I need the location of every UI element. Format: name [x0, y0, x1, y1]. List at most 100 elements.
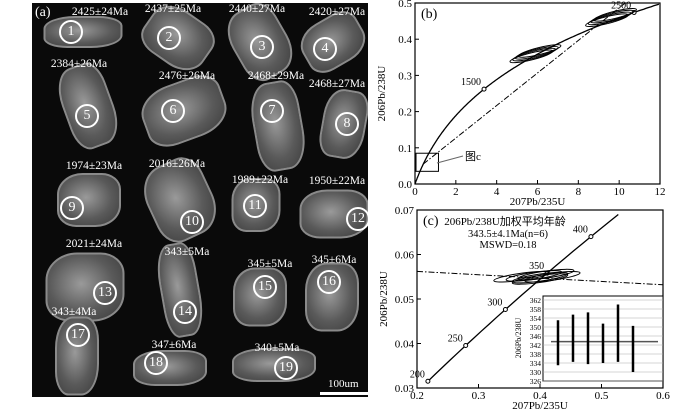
weighted-mean-title: 206Pb/238U加权平均年龄 [444, 214, 566, 228]
inset-tick-label: 350 [530, 323, 542, 332]
y-tick-label: 0.1 [398, 143, 412, 155]
y-tick-label: 0.07 [395, 205, 415, 217]
spot-age: 1989±22Ma [231, 174, 289, 186]
x-tick-label: 8 [576, 186, 582, 198]
x-tick-label: 2 [453, 186, 459, 198]
inset-tick-label: 362 [530, 296, 542, 305]
spot-age: 347±6Ma [151, 339, 197, 351]
x-tick-label: 4 [494, 186, 500, 198]
zircon-grain [133, 350, 207, 386]
spot-number: 11 [243, 194, 267, 218]
spot-age: 2476±26Ma [158, 70, 216, 82]
spot-number: 9 [60, 196, 84, 220]
concordia-age-label: 200 [410, 369, 425, 380]
spot-age: 2420±27Ma [308, 6, 366, 18]
spot-age: 2437±25Ma [144, 3, 202, 15]
spot-number: 8 [335, 112, 359, 136]
spot-age: 2440±27Ma [228, 3, 286, 15]
spot-number: 16 [317, 270, 341, 294]
concordia-age-marker [502, 307, 508, 313]
spot-age: 2016±26Ma [148, 158, 206, 170]
spot-age: 1950±22Ma [308, 175, 366, 187]
scale-bar [320, 392, 368, 395]
x-axis-label: 207Pb/235U [512, 400, 568, 409]
spot-number: 6 [161, 99, 185, 123]
spot-number: 10 [180, 210, 204, 234]
concordia-age-marker [463, 343, 469, 349]
concordia-age-marker [481, 86, 487, 92]
inset-y-label: 206Pb/238U [514, 318, 523, 359]
spot-age: 1974±23Ma [65, 160, 123, 172]
spot-number: 19 [274, 356, 298, 380]
data-ellipse [590, 9, 635, 24]
spot-number: 17 [66, 323, 90, 347]
weighted-mean-age: 343.5±4.1Ma(n=6) [468, 229, 548, 240]
concordia-curve [414, 3, 660, 185]
annotation-arrow [436, 155, 464, 164]
spot-number: 15 [253, 275, 277, 299]
y-axis-label: 206Pb/238U [378, 271, 390, 327]
spot-number: 12 [346, 207, 368, 231]
y-tick-label: 0.06 [395, 250, 415, 262]
data-ellipse [593, 7, 637, 22]
y-axis-label: 206Pb/238U [376, 66, 388, 122]
concordia-age-label: 250 [448, 334, 463, 345]
inset-tick-label: 342 [530, 341, 542, 350]
y-tick-label: 0.4 [398, 34, 412, 46]
inset-tick-label: 346 [530, 332, 542, 341]
concordia-age-label: 350 [529, 261, 544, 272]
inset-tick-label: 358 [530, 305, 542, 314]
concordia-age-label: 1500 [461, 77, 481, 88]
spot-number: 5 [75, 104, 99, 128]
concordia-age-marker [588, 234, 594, 240]
spot-number: 7 [260, 99, 284, 123]
x-axis-label: 207Pb/235U [510, 196, 566, 208]
y-tick-label: 0.03 [395, 383, 415, 395]
x-tick-label: 0.5 [595, 390, 609, 402]
x-tick-label: 12 [655, 186, 666, 198]
spot-age: 2021±24Ma [65, 238, 123, 250]
zircon-grain [43, 16, 123, 48]
panel-label-a: (a) [35, 5, 51, 20]
cl-image-panel: 1 2425±24Ma 2 2437±25Ma 3 2440±27Ma 4 24… [32, 3, 368, 397]
x-tick-label: 6 [535, 186, 541, 198]
x-tick-label: 0.2 [410, 390, 424, 402]
y-tick-label: 0.05 [395, 294, 415, 306]
inset-tick-label: 326 [530, 377, 542, 386]
spot-age: 343±5Ma [164, 246, 210, 258]
spot-number: 13 [93, 281, 117, 305]
spot-age: 2468±29Ma [247, 70, 305, 82]
spot-age: 2384±26Ma [50, 58, 108, 70]
spot-number: 3 [250, 35, 274, 59]
x-tick-label: 0 [412, 186, 418, 198]
spot-age: 340±5Ma [254, 342, 300, 354]
spot-age: 2468±27Ma [308, 78, 366, 90]
panel-b-frame [414, 2, 661, 185]
inset-tick-label: 338 [530, 350, 542, 359]
spot-number: 1 [59, 20, 83, 44]
spot-number: 18 [144, 351, 168, 375]
concordia-age-marker [425, 378, 431, 384]
annotation-text: 图c [465, 150, 481, 163]
panel-label: (c) [423, 214, 439, 229]
data-ellipse [517, 268, 575, 281]
y-tick-label: 0.3 [398, 70, 412, 82]
concordia-age-label: 300 [487, 298, 502, 309]
x-tick-label: 0.4 [533, 390, 547, 402]
data-ellipse [517, 44, 562, 58]
inset-tick-label: 354 [530, 314, 542, 323]
spot-number: 4 [313, 37, 337, 61]
spot-age: 345±6Ma [311, 254, 357, 266]
spot-age: 345±5Ma [247, 258, 293, 270]
inset-tick-label: 334 [530, 359, 542, 368]
concordia-age-label: 400 [573, 225, 588, 236]
data-ellipse [514, 45, 559, 60]
y-tick-label: 0.2 [398, 107, 412, 119]
concordia-curve [427, 213, 619, 382]
spot-number: 14 [173, 300, 197, 324]
spot-age: 2425±24Ma [71, 6, 129, 18]
inset-tick-label: 330 [530, 368, 542, 377]
x-tick-label: 10 [614, 186, 626, 198]
y-tick-label: 0.0 [398, 179, 412, 191]
